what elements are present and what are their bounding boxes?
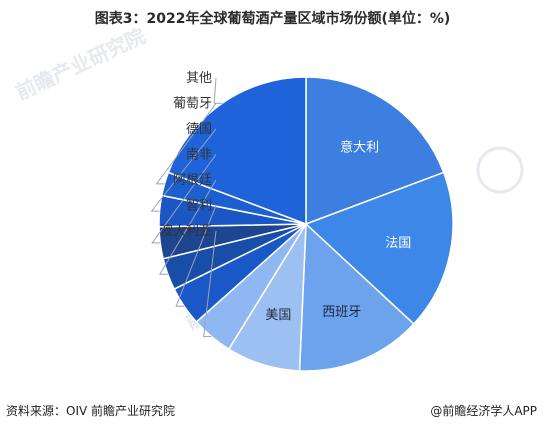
label-leader-line [151,154,217,244]
pie-slices [158,76,454,372]
slice-label: 德国 [186,122,212,137]
slice-label: 意大利 [340,140,379,156]
brand-note: @前瞻经济学人APP [430,404,537,418]
slice-label: 法国 [385,236,411,251]
label-leader-line [175,205,217,307]
slice-label: 阿根廷 [173,173,212,188]
label-leader-line [155,103,217,185]
label-leader-line [213,77,223,104]
slice-label: 葡萄牙 [173,97,212,112]
label-leader-line [203,230,217,338]
label-leader-line [158,179,217,275]
slice-label: 智利 [186,199,212,214]
slice-label: 其他 [186,71,212,86]
slice-label: 南非 [186,147,212,163]
watermark-text: 前瞻产业研究院 [12,24,149,105]
label-leaders [150,77,223,338]
pie-slice [298,222,415,372]
slice-label: 西班牙 [322,305,361,320]
chart-title: 图表3：2022年全球葡萄酒产量区域市场份额(单位：%) [94,11,451,27]
pie-slice [305,76,445,226]
pie-slice [304,171,454,326]
slice-label: 美国 [265,308,291,323]
source-note: 资料来源：OIV 前瞻产业研究院 [6,404,176,418]
watermark-logo [476,146,524,194]
slice-label: 澳大利亚 [160,223,212,239]
label-leader-line [150,128,217,212]
